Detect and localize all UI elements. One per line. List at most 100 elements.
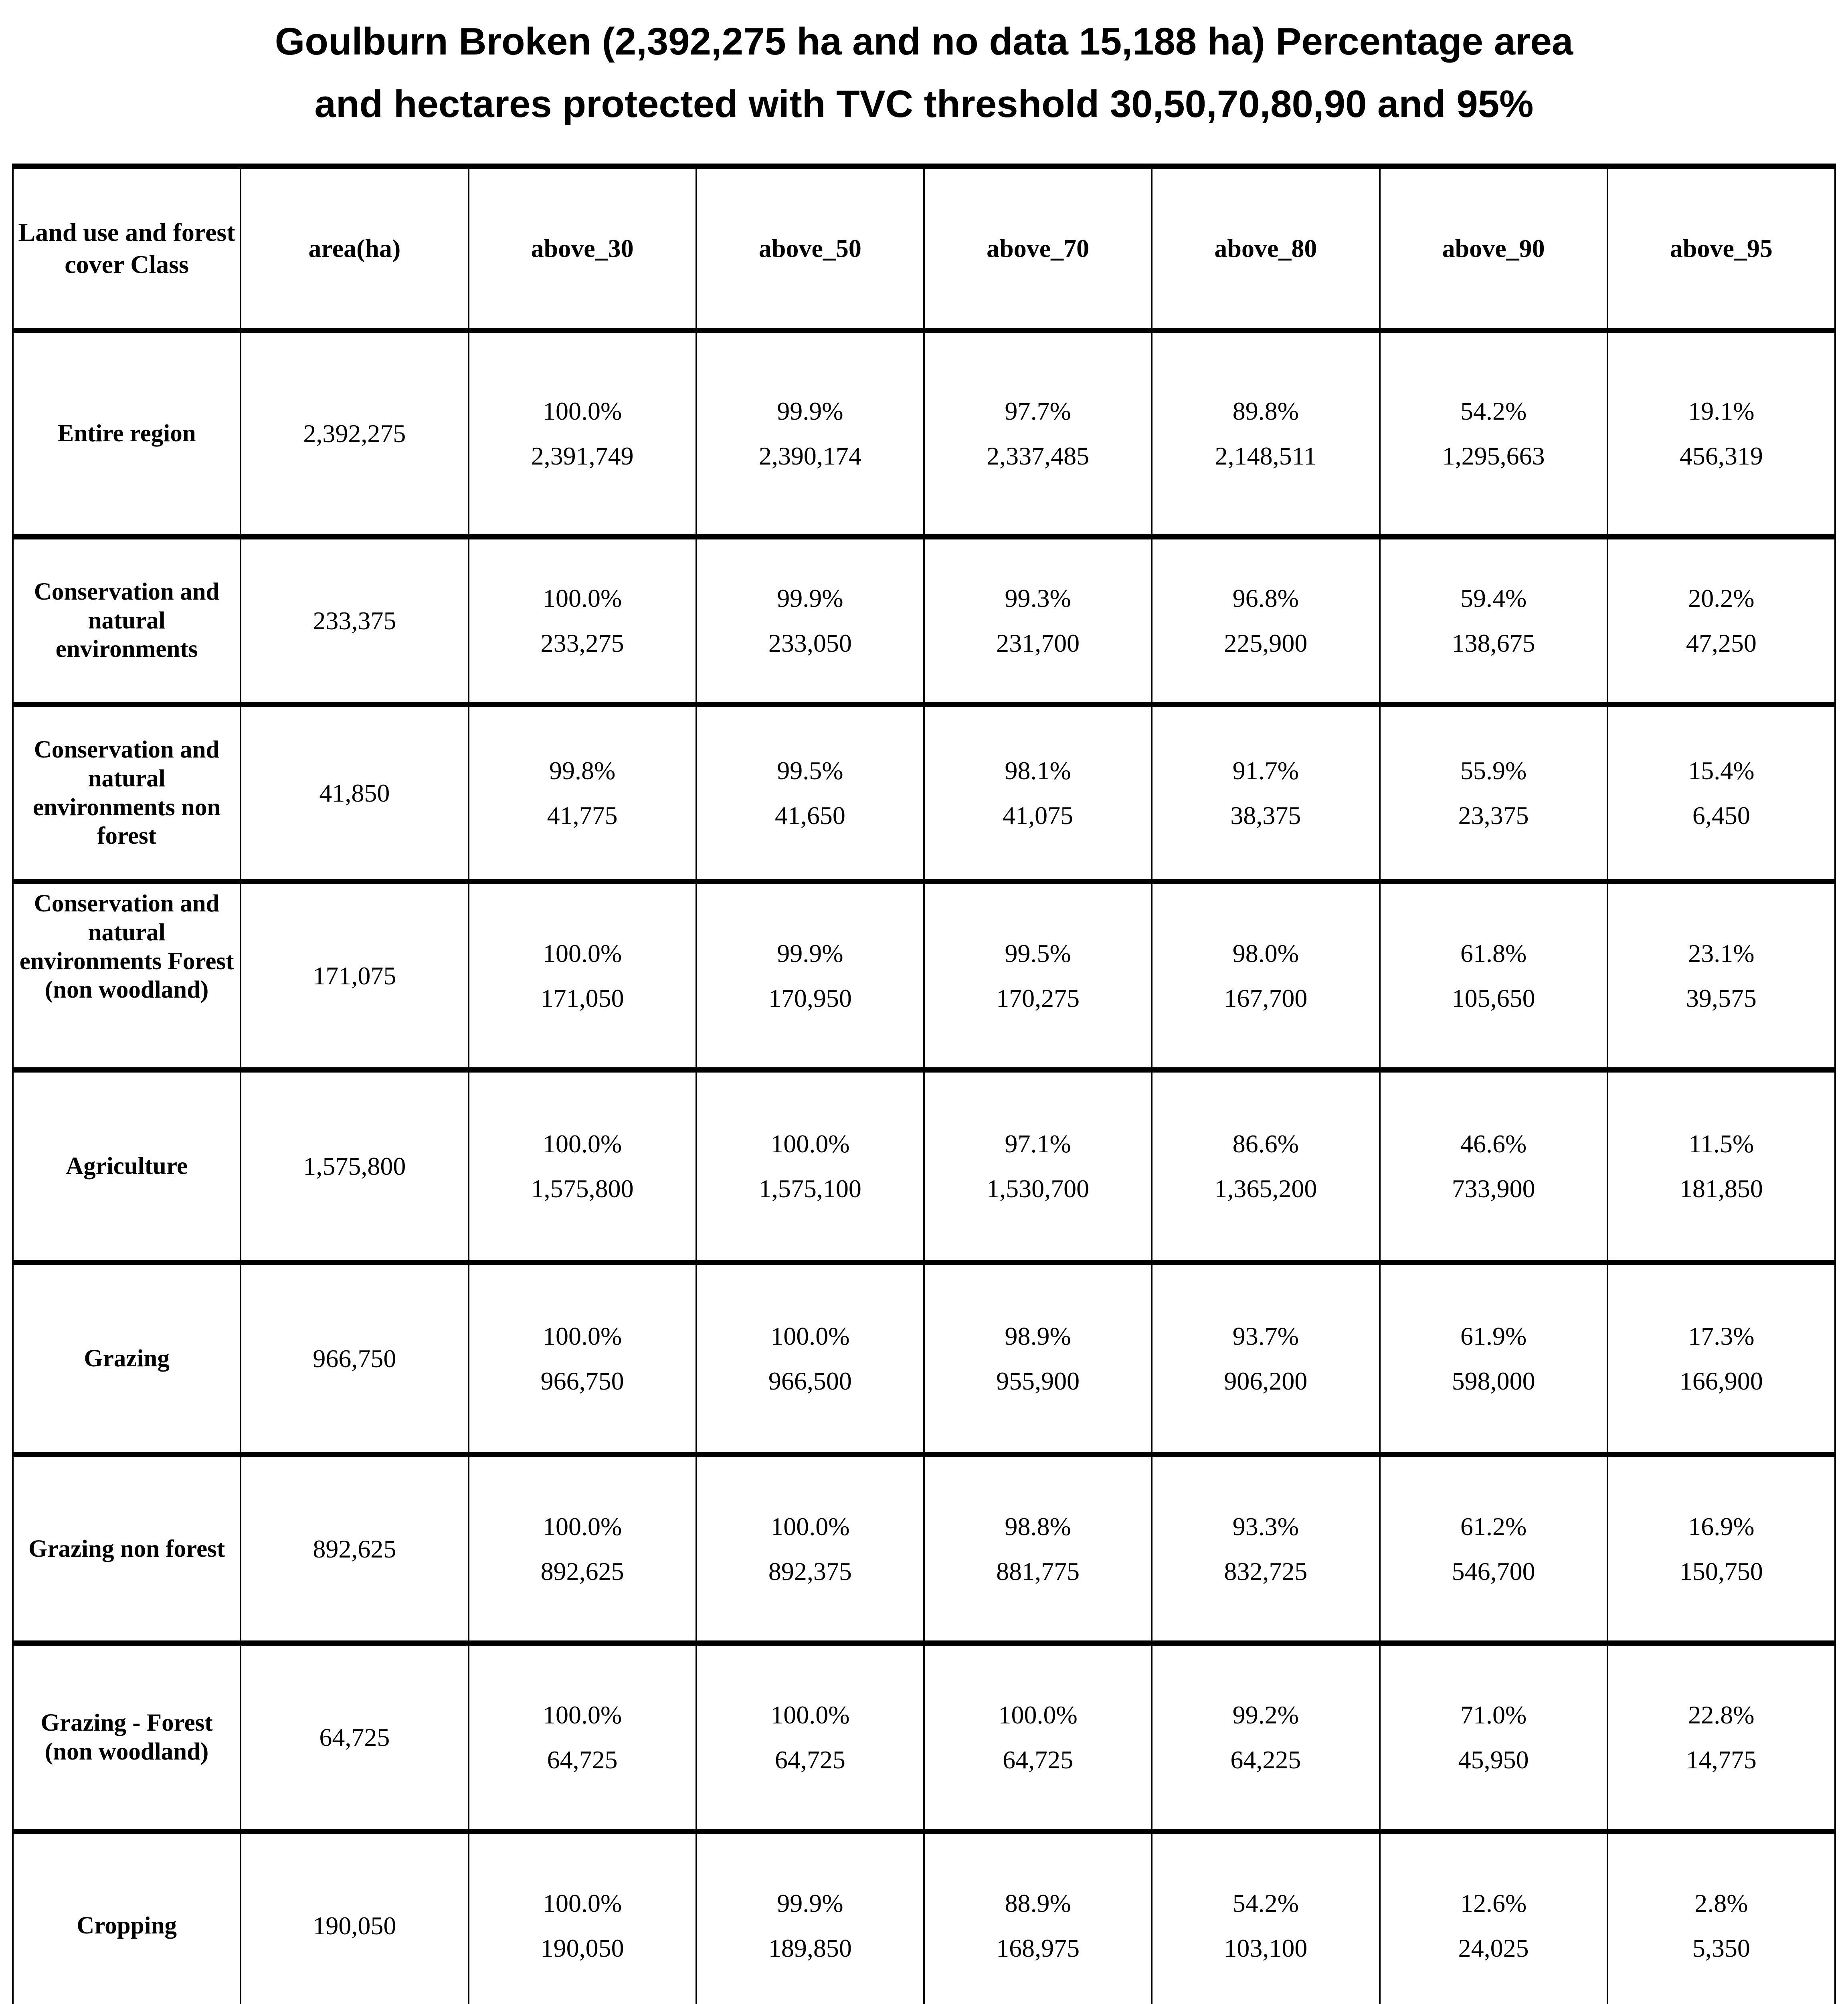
table-row: Conservation and natural environments Fo… <box>12 879 1836 1073</box>
cell-ha: 47,250 <box>1686 628 1757 657</box>
row-class-label: Conservation and natural environments no… <box>32 736 221 850</box>
cell-pct: 59.4% <box>1460 584 1527 612</box>
cell-ha: 233,275 <box>540 628 624 657</box>
cell-area: 190,050 <box>313 1911 396 1940</box>
cell-pct: 100.0% <box>770 1129 850 1158</box>
table-row: Grazing non forest 892,625 100.0% 892,625… <box>12 1452 1836 1646</box>
cell-pct: 99.5% <box>777 756 843 785</box>
row-class-label: Conservation and natural environments Fo… <box>19 890 234 1004</box>
cell-ha: 170,275 <box>996 984 1080 1012</box>
row-class-label: Cropping <box>77 1912 177 1939</box>
cell-ha: 5,350 <box>1692 1933 1750 1962</box>
cell-pct: 61.9% <box>1460 1321 1527 1350</box>
table-row: Conservation and natural environments no… <box>12 702 1836 884</box>
cell-pct: 100.0% <box>998 1700 1078 1729</box>
cell-pct: 17.3% <box>1688 1321 1755 1350</box>
cell-pct: 100.0% <box>542 939 622 968</box>
cell-pct: 100.0% <box>542 1129 622 1158</box>
cell-ha: 45,950 <box>1458 1745 1529 1774</box>
cell-ha: 225,900 <box>1224 628 1308 657</box>
row-class-label: Grazing non forest <box>28 1535 225 1562</box>
cell-ha: 2,337,485 <box>987 442 1090 470</box>
table-row: Grazing 966,750 100.0% 966,750 100.0% 966,… <box>12 1260 1836 1457</box>
cell-pct: 100.0% <box>542 1321 622 1350</box>
cell-ha: 64,725 <box>547 1745 618 1774</box>
cell-ha: 105,650 <box>1452 984 1535 1012</box>
cell-pct: 61.8% <box>1460 939 1527 968</box>
cell-pct: 97.7% <box>1005 397 1071 425</box>
cell-ha: 150,750 <box>1679 1557 1763 1586</box>
col-header-area: area(ha) <box>308 234 401 263</box>
cell-ha: 892,625 <box>540 1557 624 1586</box>
cell-ha: 38,375 <box>1230 801 1301 830</box>
cell-ha: 733,900 <box>1452 1174 1535 1203</box>
row-class-label: Conservation and natural environments <box>34 578 220 663</box>
table-row: Grazing - Forest (non woodland) 64,725 1… <box>12 1640 1836 1834</box>
cell-ha: 456,319 <box>1679 442 1763 470</box>
cell-ha: 1,530,700 <box>987 1174 1090 1203</box>
cell-pct: 22.8% <box>1688 1700 1755 1729</box>
cell-ha: 881,775 <box>996 1557 1080 1586</box>
cell-ha: 6,450 <box>1692 801 1750 830</box>
cell-ha: 190,050 <box>540 1933 624 1962</box>
cell-pct: 100.0% <box>542 1512 622 1541</box>
col-header-above90: above_90 <box>1442 234 1545 263</box>
table-row: Conservation and natural environments 23… <box>12 534 1836 707</box>
cell-ha: 966,750 <box>540 1366 624 1395</box>
cell-pct: 98.1% <box>1005 756 1071 785</box>
cell-ha: 39,575 <box>1686 984 1757 1012</box>
cell-pct: 91.7% <box>1232 756 1299 785</box>
cell-ha: 598,000 <box>1452 1366 1535 1395</box>
cell-pct: 96.8% <box>1232 584 1299 612</box>
cell-ha: 168,975 <box>996 1933 1080 1962</box>
cell-pct: 99.9% <box>777 584 843 612</box>
cell-ha: 166,900 <box>1679 1366 1763 1395</box>
cell-pct: 100.0% <box>542 1700 622 1729</box>
cell-pct: 55.9% <box>1460 756 1527 785</box>
cell-ha: 138,675 <box>1452 628 1535 657</box>
cell-area: 966,750 <box>313 1344 396 1373</box>
row-class-label: Entire region <box>57 420 196 447</box>
cell-area: 2,392,275 <box>303 419 406 448</box>
cell-ha: 167,700 <box>1224 984 1308 1012</box>
cell-ha: 171,050 <box>540 984 624 1012</box>
cell-pct: 99.5% <box>1005 939 1071 968</box>
cell-pct: 98.9% <box>1005 1321 1071 1350</box>
col-header-above70: above_70 <box>987 234 1090 263</box>
row-class-label: Agriculture <box>66 1152 188 1180</box>
cell-pct: 97.1% <box>1005 1129 1071 1158</box>
cell-pct: 100.0% <box>542 397 622 425</box>
cell-ha: 2,390,174 <box>758 442 861 470</box>
col-header-above80: above_80 <box>1214 234 1317 263</box>
cell-pct: 15.4% <box>1688 756 1755 785</box>
header-row: Land use and forest cover Class area(ha)… <box>12 164 1836 333</box>
table-row: Cropping 190,050 100.0% 190,050 99.9% 189,… <box>12 1829 1836 2004</box>
row-class-label: Grazing <box>84 1345 170 1372</box>
cell-pct: 16.9% <box>1688 1512 1755 1541</box>
cell-pct: 88.9% <box>1005 1889 1071 1917</box>
cell-ha: 41,650 <box>774 801 845 830</box>
table-row: Entire region 2,392,275 100.0% 2,391,749 … <box>12 328 1836 539</box>
cell-pct: 54.2% <box>1460 397 1527 425</box>
cell-ha: 1,575,100 <box>758 1174 861 1203</box>
table-row: Agriculture 1,575,800 100.0% 1,575,800 10… <box>12 1067 1836 1265</box>
cell-area: 892,625 <box>313 1534 396 1563</box>
cell-pct: 11.5% <box>1688 1129 1754 1158</box>
cell-area: 41,850 <box>319 778 390 807</box>
cell-pct: 99.9% <box>777 939 843 968</box>
cell-pct: 100.0% <box>770 1321 850 1350</box>
cell-pct: 93.3% <box>1232 1512 1299 1541</box>
cell-pct: 98.8% <box>1005 1512 1071 1541</box>
cell-pct: 86.6% <box>1232 1129 1299 1158</box>
cell-ha: 103,100 <box>1224 1933 1308 1962</box>
cell-pct: 19.1% <box>1688 397 1755 425</box>
cell-ha: 1,575,800 <box>531 1174 634 1203</box>
cell-ha: 41,775 <box>547 801 618 830</box>
cell-pct: 93.7% <box>1232 1321 1299 1350</box>
cell-pct: 100.0% <box>770 1512 850 1541</box>
cell-pct: 100.0% <box>770 1700 850 1729</box>
cell-area: 64,725 <box>319 1723 390 1751</box>
cell-ha: 1,295,663 <box>1442 442 1545 470</box>
cell-ha: 2,148,511 <box>1215 442 1317 470</box>
cell-ha: 546,700 <box>1452 1557 1535 1586</box>
